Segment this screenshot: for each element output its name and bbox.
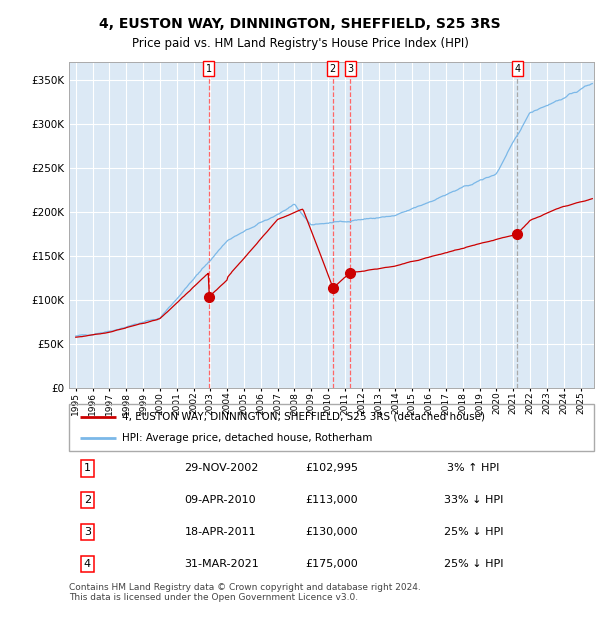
Text: 4: 4 bbox=[514, 64, 521, 74]
Text: 4, EUSTON WAY, DINNINGTON, SHEFFIELD, S25 3RS: 4, EUSTON WAY, DINNINGTON, SHEFFIELD, S2… bbox=[99, 17, 501, 31]
Text: £130,000: £130,000 bbox=[305, 527, 358, 537]
Text: 29-NOV-2002: 29-NOV-2002 bbox=[185, 464, 259, 474]
Text: HPI: Average price, detached house, Rotherham: HPI: Average price, detached house, Roth… bbox=[121, 433, 372, 443]
Text: £113,000: £113,000 bbox=[305, 495, 358, 505]
Text: 2: 2 bbox=[84, 495, 91, 505]
Text: 31-MAR-2021: 31-MAR-2021 bbox=[185, 559, 259, 569]
Text: 1: 1 bbox=[84, 464, 91, 474]
Text: 2: 2 bbox=[329, 64, 336, 74]
Text: 09-APR-2010: 09-APR-2010 bbox=[185, 495, 256, 505]
Text: 25% ↓ HPI: 25% ↓ HPI bbox=[443, 527, 503, 537]
Text: £102,995: £102,995 bbox=[305, 464, 358, 474]
Text: 25% ↓ HPI: 25% ↓ HPI bbox=[443, 559, 503, 569]
Text: 4: 4 bbox=[84, 559, 91, 569]
Text: £175,000: £175,000 bbox=[305, 559, 358, 569]
Text: 33% ↓ HPI: 33% ↓ HPI bbox=[443, 495, 503, 505]
Text: 3: 3 bbox=[84, 527, 91, 537]
Text: Contains HM Land Registry data © Crown copyright and database right 2024.
This d: Contains HM Land Registry data © Crown c… bbox=[69, 583, 421, 602]
Text: Price paid vs. HM Land Registry's House Price Index (HPI): Price paid vs. HM Land Registry's House … bbox=[131, 37, 469, 50]
Text: 18-APR-2011: 18-APR-2011 bbox=[185, 527, 256, 537]
Text: 1: 1 bbox=[206, 64, 212, 74]
Text: 3: 3 bbox=[347, 64, 353, 74]
Text: 3% ↑ HPI: 3% ↑ HPI bbox=[447, 464, 499, 474]
Text: 4, EUSTON WAY, DINNINGTON, SHEFFIELD, S25 3RS (detached house): 4, EUSTON WAY, DINNINGTON, SHEFFIELD, S2… bbox=[121, 412, 485, 422]
